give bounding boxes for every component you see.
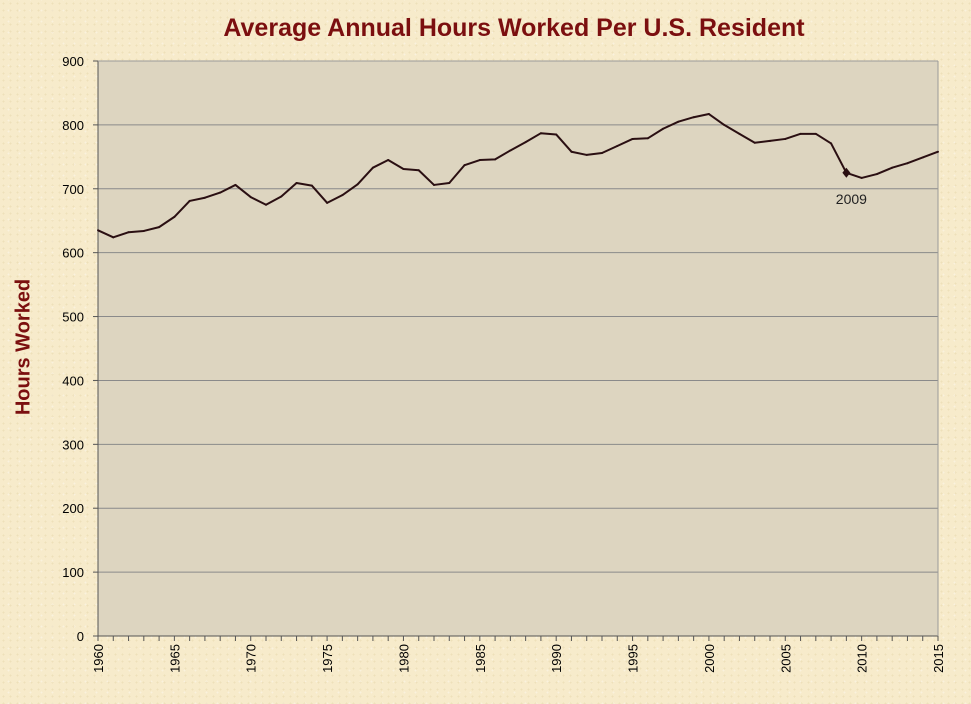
x-tick-label: 2010 [855,644,870,673]
data-point [830,142,833,145]
x-tick-label: 2015 [931,644,946,673]
data-point [769,139,771,142]
data-point [891,166,894,169]
data-point [371,166,374,169]
data-point [555,133,558,136]
y-tick-label: 500 [62,310,84,325]
x-tick-label: 2000 [702,644,717,673]
data-point [753,141,756,144]
x-tick-label: 1975 [320,644,335,673]
data-point [310,184,313,187]
data-point [570,150,573,153]
data-point [875,173,878,176]
data-point [646,137,649,140]
series-group [97,113,939,239]
y-tick-label: 200 [62,501,84,516]
data-point [616,144,619,147]
data-point [539,132,542,135]
data-point [585,153,588,156]
x-tick-label: 1980 [396,644,411,673]
series-line [97,113,939,239]
axes [93,60,939,641]
data-point [173,215,176,218]
data-point [921,156,924,159]
data-point [601,152,603,154]
x-tick-label: 1965 [167,644,182,673]
data-point [127,231,130,234]
data-point [402,167,405,170]
data-point [707,113,710,116]
data-point [295,182,298,185]
data-point [112,236,115,239]
data-point [784,137,787,140]
data-point [433,183,435,186]
data-point [738,132,741,135]
annotation-label: 2009 [836,191,867,207]
data-point [860,176,863,179]
data-point [524,141,527,144]
chart-title: Average Annual Hours Worked Per U.S. Res… [223,14,805,42]
data-point [448,182,451,185]
y-tick-label: 100 [62,565,84,580]
y-tick-label: 900 [62,54,84,69]
data-point [463,164,466,167]
plot-area [98,61,938,636]
data-point [906,162,909,165]
data-point [280,195,283,198]
data-point [677,120,680,123]
data-point [219,191,222,194]
x-tick-label: 1960 [91,644,106,673]
data-point [203,196,206,199]
y-tick-labels: 0 100 200 300 400 500 600 700 800 900 [62,54,84,644]
data-point [158,226,161,229]
x-tick-label: 2005 [778,644,793,673]
data-point [341,194,344,197]
data-point [662,127,665,130]
data-point [234,183,237,186]
data-point [142,229,145,232]
data-point [509,149,512,152]
y-tick-label: 700 [62,182,84,197]
data-point [417,169,420,172]
data-point [494,158,497,161]
data-point [188,199,191,202]
gridlines [98,60,938,573]
x-tick-label: 1995 [626,644,641,673]
y-tick-label: 300 [62,437,84,452]
x-tick-label: 1985 [473,644,488,673]
y-tick-label: 600 [62,246,84,261]
data-point [478,159,481,162]
x-tick-labels: 1960 1965 1970 1975 1980 1985 1990 1995 2000 2005… [91,644,946,673]
y-tick-label: 400 [62,373,84,388]
data-point [249,196,252,199]
annotation-marker [842,167,851,178]
x-tick-label: 1970 [244,644,259,673]
data-point [631,137,634,140]
data-point [723,123,726,126]
data-point [692,116,695,119]
data-point [356,183,359,186]
annotations: 2009 [836,167,867,207]
data-point [799,132,802,135]
y-tick-label: 800 [62,118,84,133]
data-point [97,229,99,232]
y-tick-label: 0 [77,629,84,644]
x-tick-label: 1990 [549,644,564,673]
data-point [326,201,329,204]
data-point [814,132,817,135]
data-point [937,150,939,153]
data-point [387,159,390,162]
data-point [265,203,267,206]
